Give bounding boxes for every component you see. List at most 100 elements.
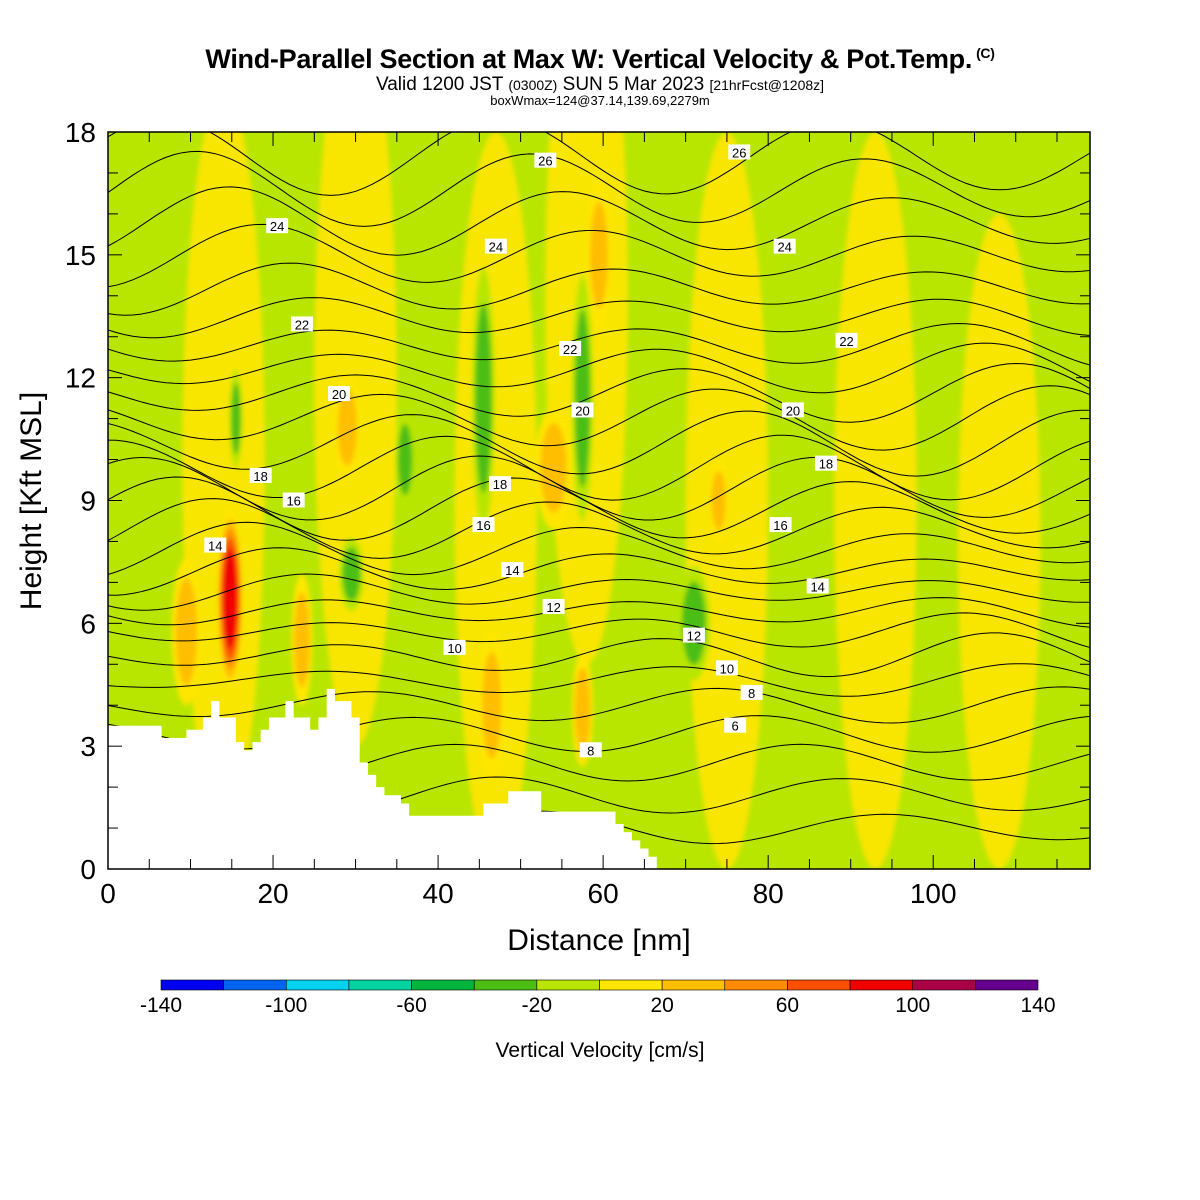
contour-label-text: 10 [720,661,734,676]
colorbar-segment [787,979,851,991]
y-tick-label: 18 [65,117,96,148]
valid-time-line: Valid 1200 JST (0300Z) SUN 5 Mar 2023 [2… [0,74,1200,96]
contour-label-text: 12 [546,600,560,615]
contour-label: 16 [472,517,495,533]
isentrope-line [108,597,1090,628]
contour-label-text: 16 [773,518,787,533]
isentrope-line [108,547,1090,596]
isentrope-line [108,297,1090,339]
contour-label-text: 20 [575,403,589,418]
isentrope-line [108,409,1090,477]
w-feature [590,201,608,309]
colorbar: -140 -100 -60 -20 20 60 100 140 [140,979,1056,1017]
contour-label-box [814,455,837,471]
contour-label-box [204,537,227,553]
box-wmax-line: boxWmax=124@37.14,139.69,2279m [490,93,710,108]
contour-label-text: 22 [839,334,853,349]
contour-label-box [769,517,792,533]
contour-label-box [484,238,507,254]
isentrope-line [108,186,1090,256]
contour-label-text: 16 [476,518,490,533]
y-tick-label: 0 [80,854,96,885]
contour-label: 8 [740,684,763,701]
isentrope-line [108,573,1090,611]
chart-title: Wind-Parallel Section at Max W: Vertical… [0,44,1200,75]
contour-label: 20 [571,402,594,418]
w-feature [397,423,413,496]
colorbar-segment [285,979,350,991]
contour-label-text: 24 [270,219,284,234]
contour-label-text: 18 [493,477,507,492]
x-tick-label: 80 [753,878,784,909]
contour-label-text: 8 [587,743,594,758]
forecast-run-text: [21hrFcst@1208z] [709,77,825,93]
valid-time-text: Valid 1200 JST [375,74,504,95]
isentrope-line [108,385,1090,451]
isentrope-line [108,476,1090,541]
contour-label-box [282,492,305,508]
chart-title-text: Wind-Parallel Section at Max W: Vertical… [205,44,973,74]
isentrope-line [108,632,1090,678]
contour-label-box [501,562,524,578]
contour-label-box [472,517,495,533]
contour-label: 12 [542,598,565,615]
x-tick-label: 20 [257,878,288,909]
colorbar-tick-label: 100 [895,994,930,1017]
contour-label: 26 [534,152,557,169]
isentrope-line [108,434,1090,501]
contour-label: 22 [290,316,313,332]
colorbar-tick-label: -20 [522,994,552,1017]
colorbar-segment [599,979,663,991]
colorbar-segment [411,979,475,991]
contour-label: 26 [728,144,751,160]
colorbar-tick-label: 20 [650,994,673,1017]
contour-label-box [534,152,557,168]
copyright-mark: (C) [976,45,995,61]
y-tick-label: 3 [80,731,96,762]
isentrope-line [108,132,1090,196]
contour-label-text: 20 [786,403,800,418]
y-tick-label: 9 [80,486,96,517]
y-axis-label: Height [Kft MSL] [15,392,48,610]
colorbar-segment [160,979,224,991]
positive-band [182,132,265,828]
contour-label-text: 16 [286,494,300,509]
contour-label-text: 22 [563,342,577,357]
positive-band [834,132,917,869]
colorbar-tick-label: -140 [140,994,182,1017]
x-tick-label: 0 [100,878,116,909]
contour-label-text: 22 [295,317,309,332]
contour-label-text: 24 [489,240,503,255]
contour-label-box [571,402,594,418]
contour-label-box [724,717,747,733]
contour-label: 12 [682,627,705,644]
isentrope-line [108,362,1090,423]
contour-label: 14 [204,537,227,554]
isentrope-line [108,686,1090,724]
colorbar-tick-label: 140 [1020,994,1055,1017]
valid-utc-text: (0300Z) [508,77,558,93]
y-tick-label: 6 [80,608,96,639]
y-tick-label: 15 [65,240,96,271]
contour-label-text: 8 [748,686,755,701]
contour-label-text: 26 [538,154,552,169]
y-tick-label: 12 [65,363,96,394]
contour-label-box [488,476,511,492]
contour-label-text: 26 [732,145,746,160]
w-feature [574,309,591,488]
x-axis-label: Distance [nm] [507,924,690,957]
colorbar-label: Vertical Velocity [cm/s] [496,1039,705,1062]
colorbar-segment [975,979,1039,991]
isentrope-line [108,612,1090,648]
contour-label-box [728,144,751,160]
contour-label: 18 [488,476,511,492]
contour-label-text: 24 [777,240,791,255]
contour-label-box [249,467,272,483]
contour-label-box [740,684,763,700]
contour-label-box [715,660,738,676]
colorbar-segment [348,979,412,991]
contour-label-box [781,402,804,418]
contour-label: 20 [328,386,351,402]
x-axis: 0 20 40 60 80 100 [100,132,1058,909]
contour-label: 10 [443,639,466,656]
